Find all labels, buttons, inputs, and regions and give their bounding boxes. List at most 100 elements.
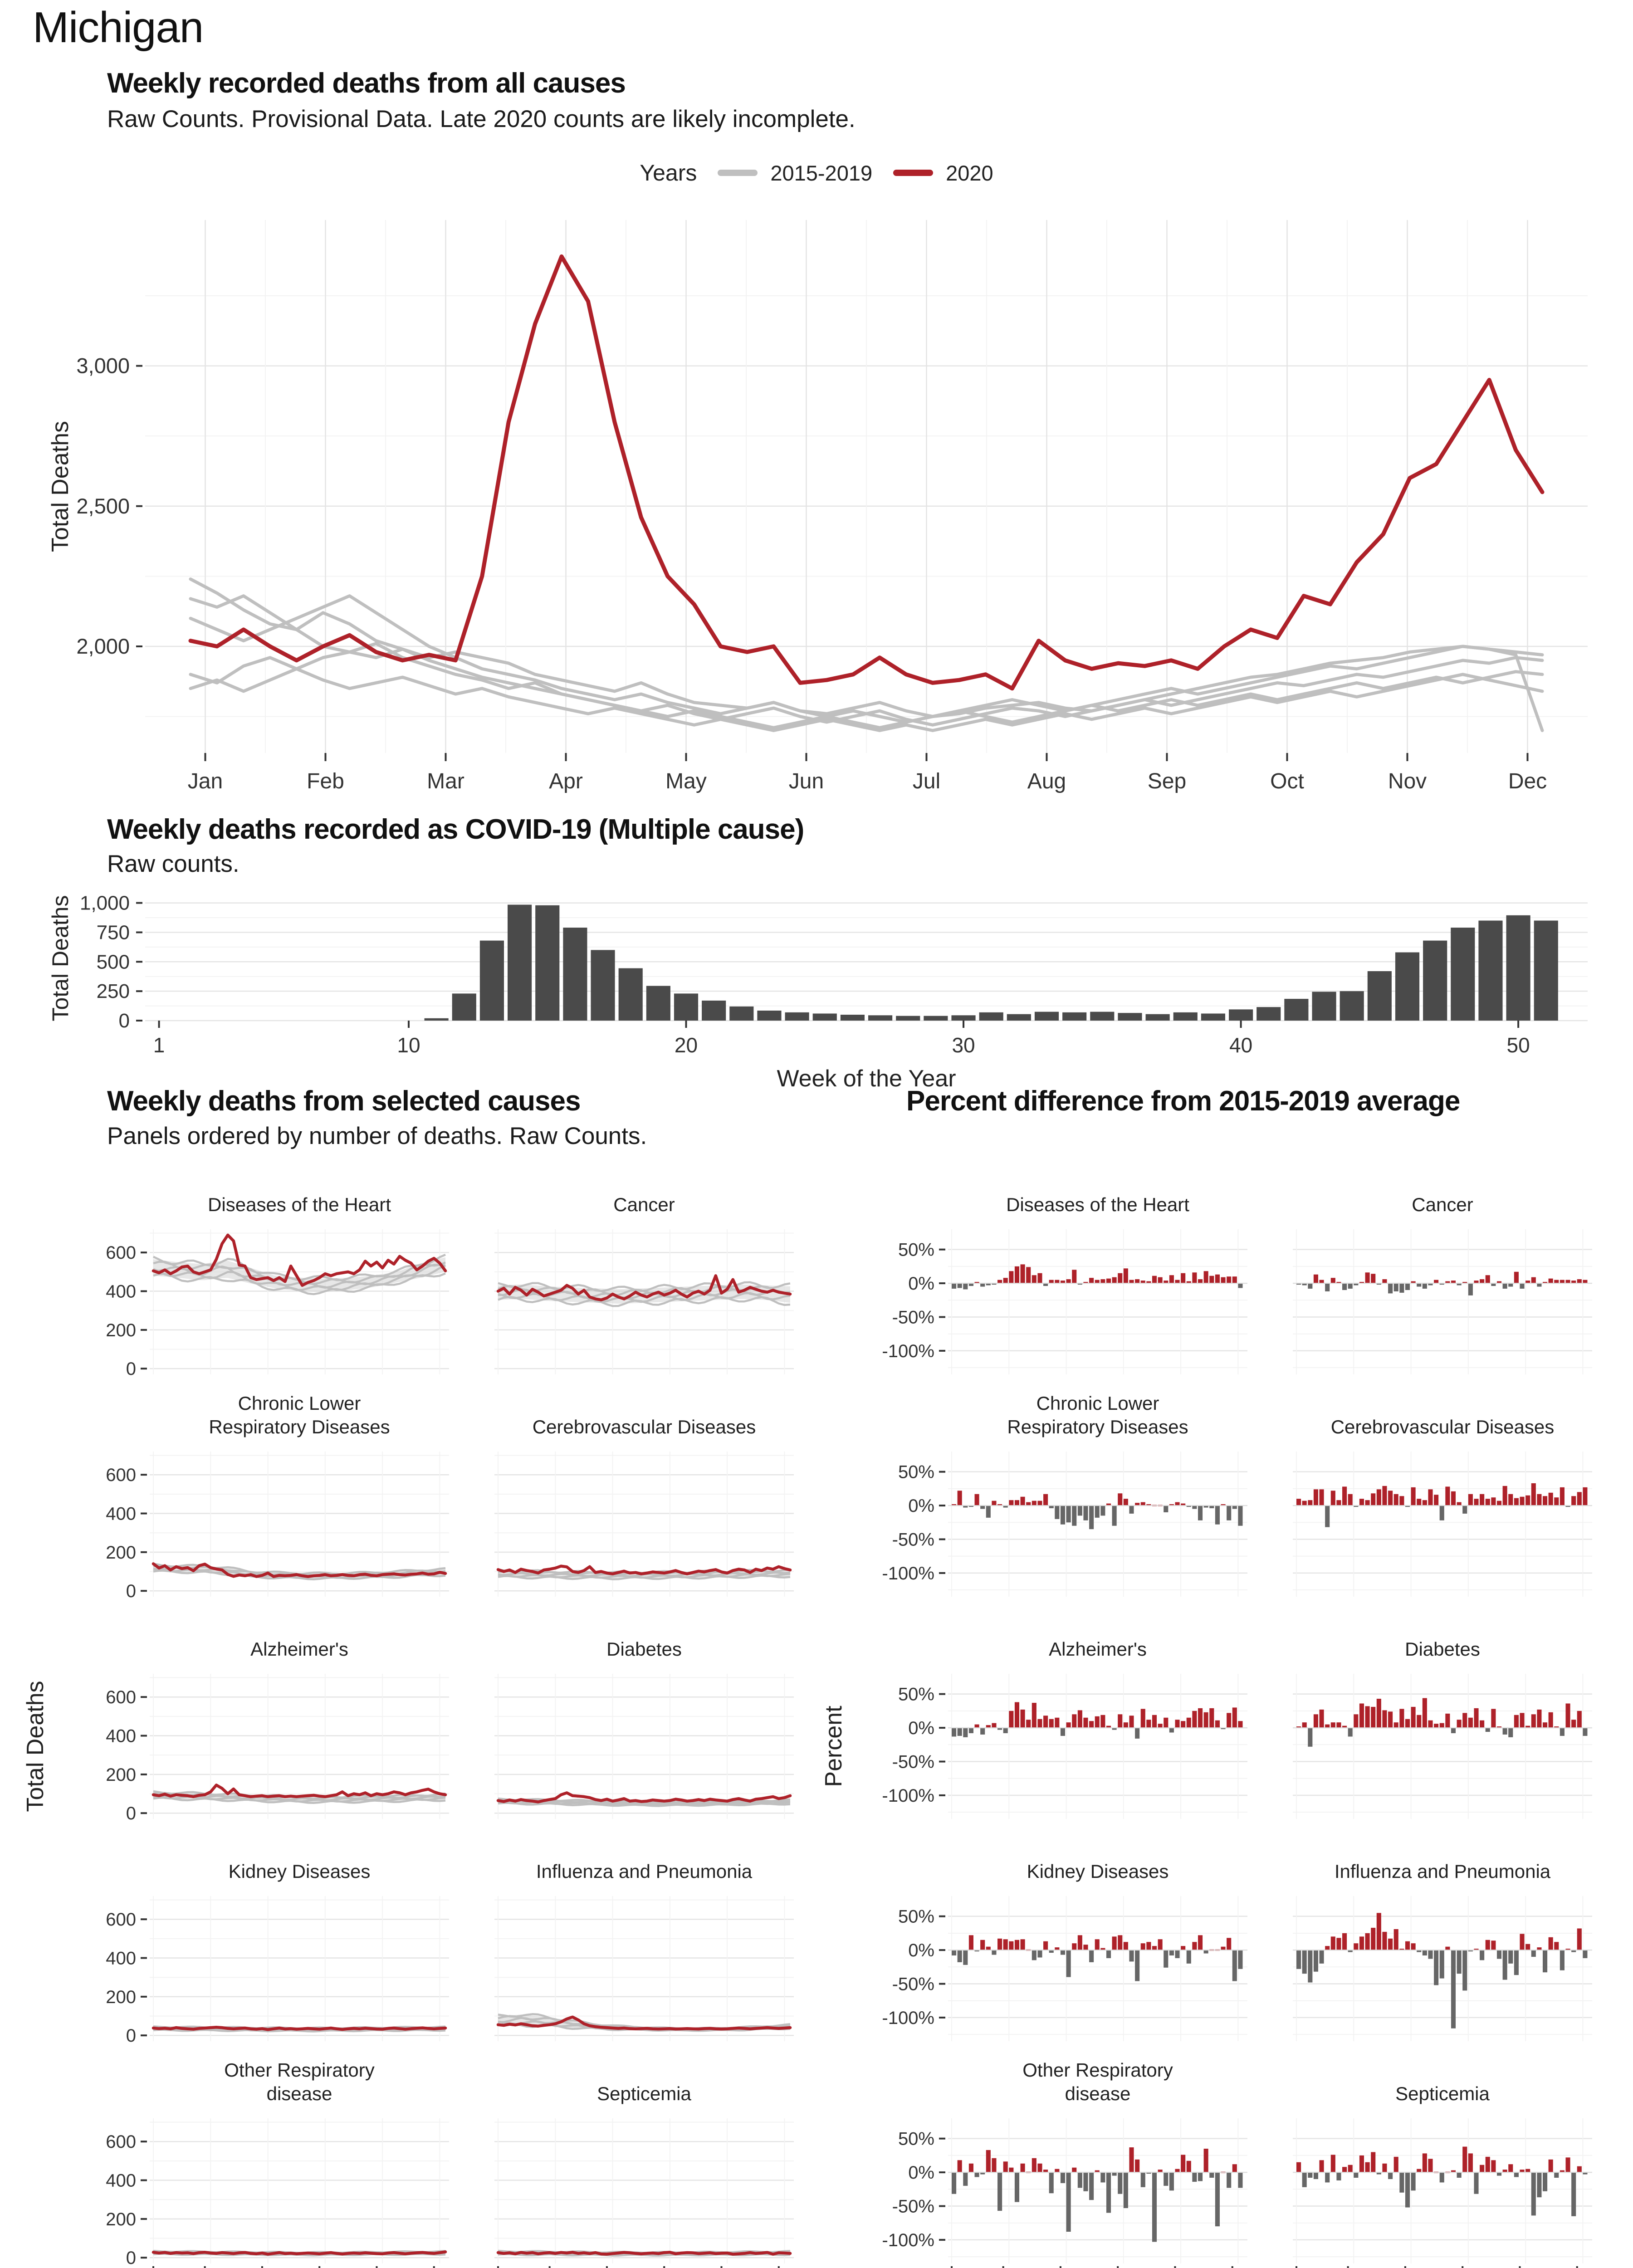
pct-bar-negative [1123,2172,1128,2208]
pct-bar-positive [1548,1278,1553,1284]
pct-bar-positive [1112,1936,1117,1950]
pct-bar-positive [1227,1938,1232,1950]
x-tick-label: 20 [675,1033,698,1057]
x-tick-label: 40 [1229,1033,1252,1057]
pct-panel-cerebrovascular-diseases: Cerebrovascular Diseases [1293,1416,1592,1597]
pct-bar-negative [1089,2172,1094,2200]
pct-bar-positive [952,1504,957,1506]
y-tick-label: 2,000 [76,634,130,658]
pct-bar-positive [1508,1494,1513,1506]
pct-bar-positive [1520,1713,1525,1728]
panel-title: disease [267,2083,332,2104]
y-tick-label: 0 [126,2026,136,2046]
pct-bar-positive [1565,1949,1570,1950]
x-tick-label: Dec [1508,769,1547,793]
y-tick-label: 50% [898,1240,934,1260]
pct-bar-positive [1118,1935,1123,1950]
pct-bar-negative [1308,1283,1313,1289]
counts-panel-septicemia: Septicemia11020304050 [494,2083,794,2268]
pct-bar-positive [1330,1491,1335,1506]
pct-bar-positive [1485,1499,1490,1506]
legend-item: 2020 [893,161,993,186]
pct-bar-positive [974,1282,979,1284]
line-2020 [152,2250,447,2256]
pct-bar-positive [1485,1940,1490,1950]
x-tick-label: Mar [427,769,464,793]
pct-bar-positive [1192,1272,1197,1284]
pct-bar-negative [1520,1283,1525,1289]
pct-bar-negative [980,1728,985,1735]
pct-bar-negative [1215,1505,1220,1525]
pct-bar-positive [1095,1716,1100,1728]
pct-bar-negative [980,1283,985,1287]
pct-bar-negative [1043,1283,1048,1286]
all-causes-svg: 2,000 2,500 3,000 Jan Feb Mar Apr May Jun Jul Aug S… [47,220,1588,793]
legend-swatch [718,170,758,176]
pct-bar-negative [1169,1950,1174,1955]
y-tick-label: 0% [908,1496,934,1516]
panel-title: Diabetes [606,1638,682,1660]
pct-bar-positive [1009,1271,1014,1284]
pct-bar-negative [1066,2172,1071,2232]
pct-bar-negative [974,1950,979,1952]
pct-panel-cancer: Cancer [1293,1194,1592,1374]
pct-bar-positive [1060,1281,1066,1284]
y-tick-label: 50% [898,1907,934,1927]
covid-bar-chart: 0 250 500 750 1,000 1 10 20 30 40 50 Week of the Ye… [0,878,1633,1091]
pct-bar-negative [1439,2172,1444,2183]
pct-bar-negative [1468,1950,1473,1952]
pct-bar-negative [1376,2172,1381,2175]
covid-bar [1284,999,1309,1021]
covid-bar [1062,1012,1087,1021]
covid-bar [1034,1012,1059,1021]
y-tick-label: 400 [106,1282,136,1302]
pct-bar-negative [1439,1283,1444,1285]
pct-bar-negative [1198,1505,1203,1520]
pct-bar-positive [1445,1713,1450,1728]
pct-bar-positive [1020,1939,1025,1950]
line-2020 [152,1562,447,1578]
pct-bar-positive [986,2150,991,2173]
pct-bar-negative [1140,2172,1145,2187]
pct-bar-positive [1474,1499,1479,1506]
pct-bar-negative [992,1950,997,1955]
pct-bar-positive [1238,1721,1243,1728]
covid-bar [924,1016,948,1021]
pct-bar-negative [1169,2172,1174,2191]
line-2020 [496,1274,792,1301]
pct-bar-negative [1049,1505,1054,1509]
pct-bar-positive [1382,1486,1387,1506]
pct-bar-positive [1175,2169,1180,2173]
pct-bar-negative [1434,1950,1439,1985]
pct-bar-positive [1388,1711,1393,1728]
pct-bar-positive [1186,1717,1191,1728]
pct-bar-positive [1055,1947,1060,1950]
pct-bar-positive [1393,1722,1398,1728]
covid-bar [646,986,670,1021]
pct-bar-positive [1003,1278,1008,1284]
pct-bar-positive [1491,2160,1496,2173]
covid-bar [979,1012,1003,1021]
pct-bar-positive [1181,2155,1186,2173]
pct-bar-negative [1336,2172,1341,2180]
y-tick-label: 0% [908,2163,934,2183]
y-tick-label: 0% [908,1718,934,1738]
y-tick-label: -50% [892,1307,934,1327]
pct-bar-positive [1089,1721,1094,1728]
pct-bar-negative [952,2172,957,2194]
pct-bar-positive [1296,1499,1301,1506]
pct-bar-positive [1296,2162,1301,2173]
pct-bar-positive [1405,1719,1410,1728]
pct-bar-positive [1439,1723,1444,1728]
panel-title: Alzheimer's [250,1638,348,1660]
pct-bar-positive [1049,1280,1054,1284]
pct-bar-positive [1198,1708,1203,1728]
pct-bar-positive [1037,1273,1042,1284]
pct-bar-positive [1146,1720,1151,1728]
covid-bar [951,1015,976,1021]
covid-bar [896,1016,920,1021]
x-tick-label: Aug [1027,769,1066,793]
pct-bar-positive [1520,1496,1525,1506]
covid-bar [1506,915,1530,1021]
pct-bar-positive [1525,1495,1530,1506]
